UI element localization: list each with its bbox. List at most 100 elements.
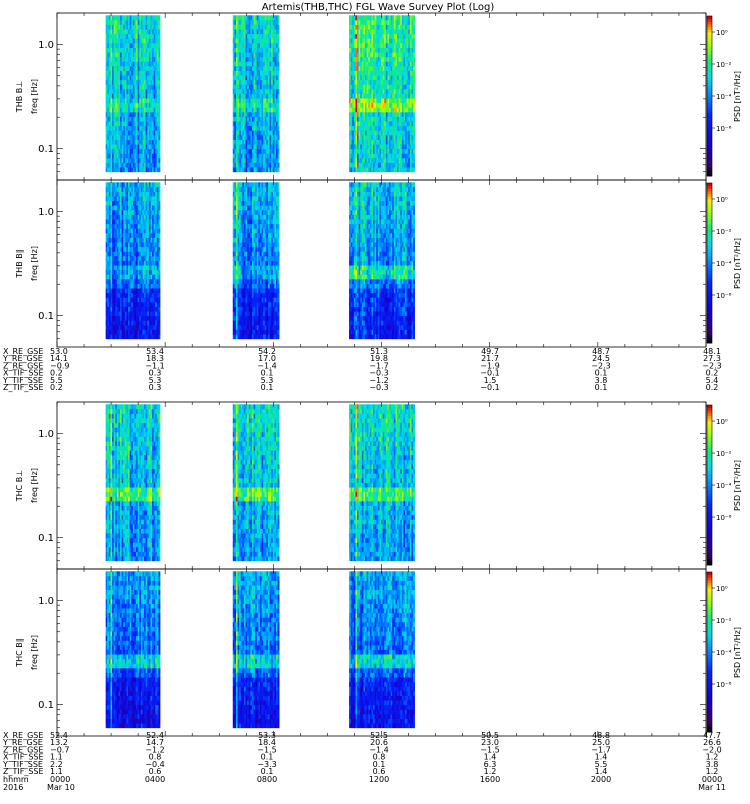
colorbar-label: PSD [nT²/Hz] [733,71,742,122]
spectrogram-cell [413,163,415,168]
colorbar-swatch [707,125,712,128]
colorbar-swatch [707,32,712,35]
colorbar-swatch [707,21,712,24]
spectrogram-cell [278,149,280,154]
spectrogram-cell [278,158,280,163]
colorbar-swatch [707,45,712,48]
colorbar-swatch [707,37,712,40]
colorbar-swatch [707,115,712,118]
colorbar-swatch [707,40,712,43]
spectrogram-cell [158,270,160,275]
spectrogram-cell [158,163,160,168]
spectrogram-cell [413,57,415,62]
spectrogram-cell [278,144,280,149]
colorbar-swatch [707,120,712,123]
colorbar-swatch [707,29,712,32]
panel-name: THB B⊥ [15,81,24,113]
spectrogram-cell [158,103,160,108]
spectrogram-cell [278,25,280,30]
colorbar-swatch [707,136,712,139]
spectrogram-cell [158,43,160,48]
spectrogram-cell [158,320,160,325]
y-tick-label: 0.1 [38,144,54,155]
colorbar-swatch [707,56,712,59]
colorbar-tick-label: 10⁻² [716,61,732,69]
spectrogram-cell [158,144,160,149]
y-axis-label: freq [Hz] [30,79,39,114]
colorbar-swatch [707,149,712,152]
colorbar-swatch [707,61,712,64]
spectrogram-cell [413,167,415,172]
colorbar-swatch [707,16,712,19]
spectrogram-cell [413,98,415,103]
colorbar-swatch [707,93,712,96]
colorbar-swatch [707,72,712,75]
spectrogram-cell [158,284,160,289]
spectrogram-cell [278,80,280,85]
colorbar-swatch [707,112,712,115]
colorbar-swatch [707,51,712,54]
spectrogram-cell [158,57,160,62]
spectrogram-cell [158,34,160,39]
spectrogram-cell [278,126,280,131]
spectrogram-cell [278,38,280,43]
colorbar-swatch [707,139,712,142]
spectrogram-cell [278,98,280,103]
spectrogram-cell [158,205,160,210]
colorbar-swatch [707,157,712,160]
spectrogram-cell [158,75,160,80]
spectrogram-cell [278,29,280,34]
colorbar-swatch [707,88,712,91]
spectrogram-cell [158,247,160,252]
y-tick-label: 1.0 [38,40,54,51]
spectrogram-cell [413,20,415,25]
spectrogram-cell [158,71,160,76]
spectrogram-cell [413,15,415,20]
spectrogram-cell [278,130,280,135]
spectrogram-cells [106,182,415,339]
colorbar-swatch [707,163,712,166]
colorbar-swatch [707,107,712,110]
colorbar-swatch [707,48,712,51]
colorbar-swatch [707,75,712,78]
spectrogram-cell [278,43,280,48]
spectrogram-cell [158,84,160,89]
chart-title: Artemis(THB,THC) FGL Wave Survey Plot (L… [262,2,495,13]
spectrogram-cell [278,57,280,62]
spectrogram-cell [413,103,415,108]
colorbar-swatch [707,91,712,94]
spectrogram-cell [158,107,160,112]
spectrogram-cell [158,130,160,135]
spectrogram-cell [278,48,280,53]
spectrogram-cell [278,167,280,172]
spectrogram-cell [413,130,415,135]
colorbar-swatch [707,141,712,144]
spectrogram-cell [158,265,160,270]
spectrogram-cell [413,25,415,30]
spectrogram-cell [278,34,280,39]
spectrogram-cell [158,66,160,71]
spectrogram-cell [413,121,415,126]
spectrogram-cell [158,297,160,302]
spectrogram-cell [158,98,160,103]
spectrogram-cell [413,126,415,131]
spectrogram-cell [158,126,160,131]
colorbar-swatch [707,24,712,27]
spectrogram-cell [413,52,415,57]
colorbar-swatch [707,109,712,112]
spectrogram-cell [413,48,415,53]
colorbar-swatch [707,80,712,83]
colorbar-swatch [707,85,712,88]
colorbar-swatch [707,168,712,171]
spectrogram-cell [278,52,280,57]
colorbar-swatch [707,69,712,72]
spectrogram-cell [158,192,160,197]
spectrogram-cell [278,117,280,122]
spectrogram-cell [158,167,160,172]
colorbar-swatch [707,147,712,150]
colorbar-swatch [707,133,712,136]
